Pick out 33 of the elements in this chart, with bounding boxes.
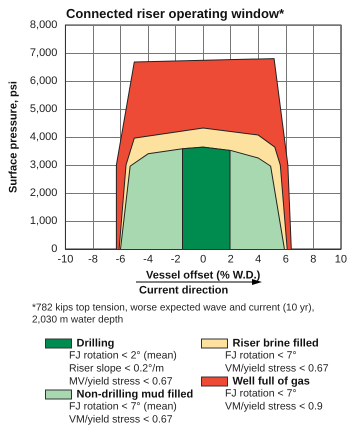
x-tick-label: -6 [116,254,126,266]
y-tick-label: 4,000 [30,131,58,143]
text: *782 kips top tension, worse expected wave and current (10 yr), 2,030 m water depth [32,302,318,326]
x-tick-label: -10 [57,254,74,266]
chart-title: Connected riser operating window* [66,6,286,21]
legend-label: Drilling [76,338,114,350]
text: FJ rotation < 7° VM/yield stress < 0.67 [225,350,329,374]
text: FJ rotation < 7° (mean) VM/yield stress < 0.67 [69,400,177,426]
y-tick-label: 5,000 [30,103,58,115]
y-tick-label: 6,000 [30,75,58,87]
text: Current direction [139,284,229,296]
y-axis-title: Surface pressure, psi [8,81,20,193]
legend-label: Well full of gas [232,376,310,388]
y-tick-label: 7,000 [30,47,58,59]
text: FJ rotation < 7° VM/yield stress < 0.9 [225,388,323,412]
y-tick-label: 1,000 [30,215,58,227]
x-tick-label: 6 [282,254,289,266]
y-tick-label: 2,000 [30,187,58,199]
y-tick-label: 0 [51,243,58,255]
x-tick-label: 2 [228,254,234,266]
x-tick-label: 8 [310,254,316,266]
x-tick-label: 10 [334,254,348,266]
legend-label: Riser brine filled [232,338,319,350]
x-axis-title: Vessel offset (% W.D.) [146,270,261,282]
x-tick-label: 0 [200,254,206,266]
text: FJ rotation < 2° (mean) Riser slope < 0.2°/m MV/yield stress < 0.67 [69,350,177,388]
y-tick-label: 3,000 [30,159,58,171]
y-tick-label: 8,000 [30,19,58,31]
legend-label: Non-drilling mud filled [76,388,194,400]
x-tick-label: 4 [255,254,262,266]
x-tick-label: -4 [143,254,153,266]
x-tick-label: -8 [88,254,98,266]
x-tick-label: -2 [170,254,180,266]
